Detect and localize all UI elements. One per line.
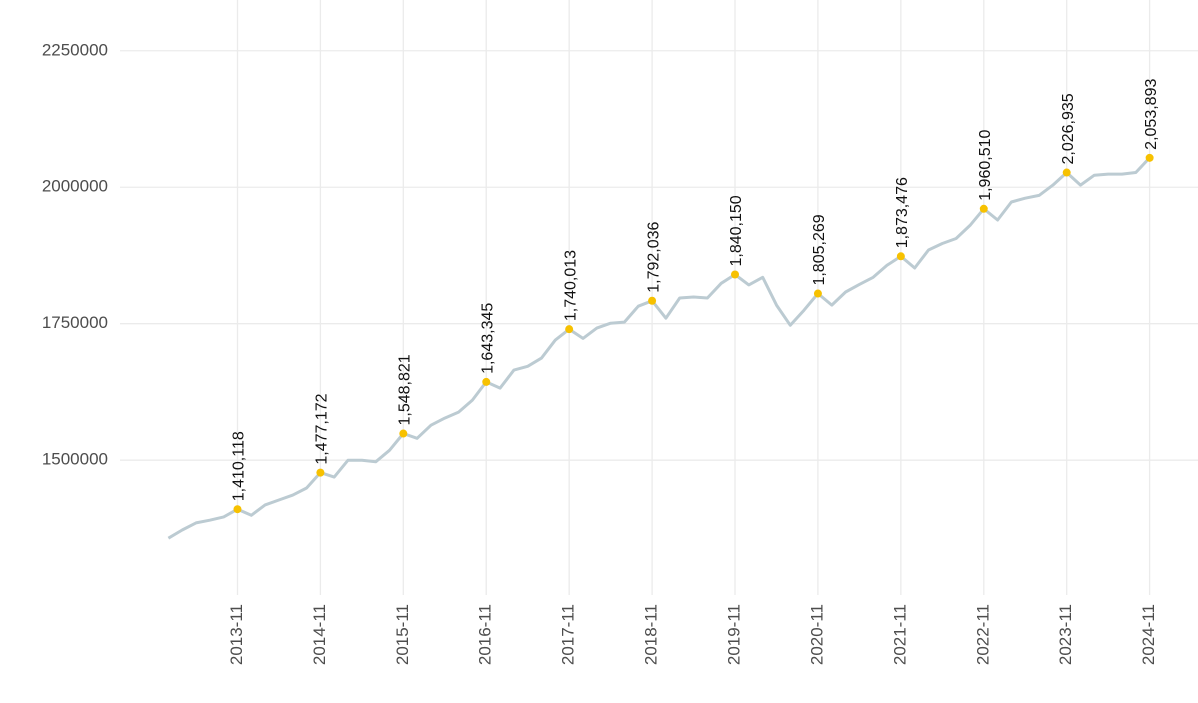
point	[316, 468, 325, 477]
value-label: 1,873,476	[894, 177, 911, 248]
value-label: 1,410,118	[231, 431, 248, 501]
x-tick-label: 2024-11	[1139, 604, 1158, 665]
x-tick-label: 2019-11	[724, 604, 743, 665]
y-tick-label: 2250000	[42, 40, 108, 59]
value-label: 1,792,036	[645, 221, 662, 292]
x-tick-label: 2022-11	[973, 604, 992, 665]
x-tick-label: 2014-11	[310, 604, 329, 665]
point	[1062, 168, 1071, 177]
x-tick-label: 2017-11	[559, 604, 578, 665]
x-tick-label: 2015-11	[393, 604, 412, 665]
value-label: 1,740,013	[562, 250, 579, 321]
x-tick-label: 2016-11	[476, 604, 495, 665]
point	[233, 505, 242, 514]
point	[565, 325, 574, 334]
x-tick-label: 2023-11	[1056, 604, 1075, 665]
value-label: 2,053,893	[1143, 79, 1160, 150]
x-tick-label: 2020-11	[807, 604, 826, 665]
point	[731, 270, 740, 279]
value-label: 1,960,510	[977, 130, 994, 201]
point	[1145, 153, 1154, 162]
value-label: 1,477,172	[314, 393, 331, 464]
point	[482, 377, 491, 386]
x-tick-label: 2013-11	[227, 604, 246, 665]
line	[167, 156, 1151, 540]
point	[979, 204, 988, 213]
value-label: 1,643,345	[479, 303, 496, 374]
value-label: 2,026,935	[1060, 93, 1077, 164]
value-label: 1,805,269	[811, 214, 828, 285]
point	[399, 429, 408, 438]
y-tick-label: 1750000	[42, 313, 108, 332]
x-tick-label: 2021-11	[890, 604, 909, 665]
point	[648, 296, 657, 305]
point	[813, 289, 822, 298]
value-label: 1,840,150	[728, 195, 745, 266]
x-tick-label: 2018-11	[642, 604, 661, 665]
point	[896, 252, 905, 261]
y-tick-label: 2000000	[42, 177, 108, 196]
y-tick-label: 1500000	[42, 450, 108, 469]
value-label: 1,548,821	[397, 354, 414, 425]
